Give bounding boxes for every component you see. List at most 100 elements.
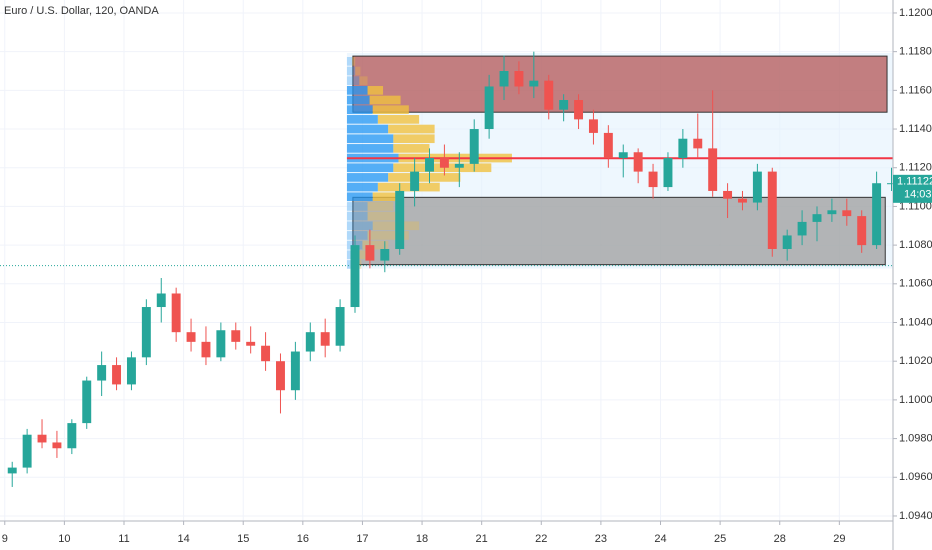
candle-body: [37, 434, 47, 443]
candle-body: [410, 171, 420, 191]
profile-down: [372, 105, 409, 115]
profile-up: [346, 221, 373, 231]
candle-body: [842, 210, 852, 217]
x-tick-label: 11: [118, 533, 129, 545]
candle-body: [723, 190, 733, 199]
candle-body: [782, 235, 792, 249]
profile-down: [388, 173, 461, 182]
profile-up: [346, 202, 368, 211]
candle-body: [7, 467, 17, 474]
candle-body: [320, 332, 330, 346]
profile-down: [377, 182, 440, 192]
profile-down: [369, 95, 401, 105]
candle-body: [246, 341, 256, 346]
candle-body: [97, 365, 107, 381]
x-tick-label: 14: [177, 533, 189, 545]
zone: [352, 55, 888, 113]
candle-body: [633, 152, 643, 172]
x-tick-label: 15: [237, 533, 249, 545]
profile-down: [372, 192, 404, 202]
candle-body: [112, 365, 122, 385]
candle-body: [22, 434, 32, 468]
x-tick-label: 17: [356, 533, 368, 545]
x-tick-label: 18: [416, 533, 428, 545]
y-tick-label: 1.10200: [899, 355, 932, 367]
candle-body: [708, 148, 718, 191]
profile-down: [355, 66, 361, 76]
candle-body: [767, 171, 777, 249]
candle-body: [425, 158, 434, 172]
candle-body: [380, 248, 390, 261]
profile-down: [359, 250, 370, 260]
x-tick-label: 25: [714, 533, 726, 545]
y-tick-label: 1.11600: [899, 84, 932, 96]
y-tick-label: 1.09800: [899, 432, 932, 444]
profile-up: [346, 105, 373, 115]
candle-body: [335, 307, 345, 346]
profile-up: [346, 163, 394, 173]
candle-body: [171, 293, 181, 333]
candle-body: [588, 119, 598, 133]
candle-body: [484, 86, 494, 130]
profile-down: [393, 134, 435, 144]
x-tick-label: 16: [297, 533, 309, 545]
x-tick-label: 10: [58, 533, 70, 545]
profile-down: [367, 231, 409, 240]
y-tick-label: 1.09600: [899, 471, 932, 483]
profile-up: [346, 192, 373, 202]
last-price-box: [893, 174, 932, 203]
profile-up: [346, 115, 378, 124]
candle-body: [648, 171, 658, 188]
y-tick-label: 1.10000: [899, 394, 932, 406]
profile-up: [346, 56, 353, 66]
y-tick-label: 1.10800: [899, 239, 932, 251]
candle-body: [454, 163, 464, 168]
profile-down: [377, 115, 420, 124]
profile-up: [346, 76, 360, 86]
candle-body: [350, 245, 360, 308]
candle-body: [365, 245, 375, 261]
candle-body: [231, 330, 241, 342]
candle-body: [499, 71, 509, 87]
x-tick-label: 23: [595, 533, 607, 545]
x-tick-label: 22: [535, 533, 547, 545]
zone: [352, 196, 886, 266]
candle-body: [738, 198, 747, 203]
candle-body: [141, 307, 151, 358]
candle-body: [559, 100, 569, 110]
candle-body: [290, 351, 300, 391]
candle-body: [276, 361, 285, 391]
candle-body: [693, 138, 703, 149]
x-tick-label: 24: [654, 533, 666, 545]
profile-down: [388, 124, 435, 134]
candle-body: [126, 357, 136, 385]
profile-up: [346, 95, 370, 105]
y-tick-label: 1.10600: [899, 278, 932, 290]
candle-body: [216, 330, 226, 358]
profile-up: [346, 144, 394, 153]
candle-body: [812, 214, 822, 222]
candle-body: [52, 442, 62, 449]
candle-body: [529, 80, 539, 87]
y-tick-label: 1.11000: [899, 200, 932, 212]
y-tick-label: 1.12000: [899, 7, 932, 19]
profile-up: [346, 231, 368, 240]
profile-up: [346, 182, 378, 192]
profile-up: [346, 124, 389, 134]
last-price-label: 1.11122: [897, 176, 932, 188]
candle-body: [439, 158, 449, 168]
profile-down: [393, 144, 430, 153]
candle-body: [752, 171, 762, 203]
candle-body: [201, 341, 211, 358]
candle-body: [574, 100, 584, 120]
y-tick-label: 1.10400: [899, 316, 932, 328]
countdown: 14:03: [904, 189, 932, 201]
candle-body: [67, 423, 77, 449]
candle-body: [797, 221, 807, 236]
candle-body: [603, 132, 613, 159]
candle-body: [514, 71, 524, 87]
y-tick-label: 1.09400: [899, 510, 932, 522]
x-tick-label: 29: [833, 533, 845, 545]
profile-up: [346, 211, 368, 221]
